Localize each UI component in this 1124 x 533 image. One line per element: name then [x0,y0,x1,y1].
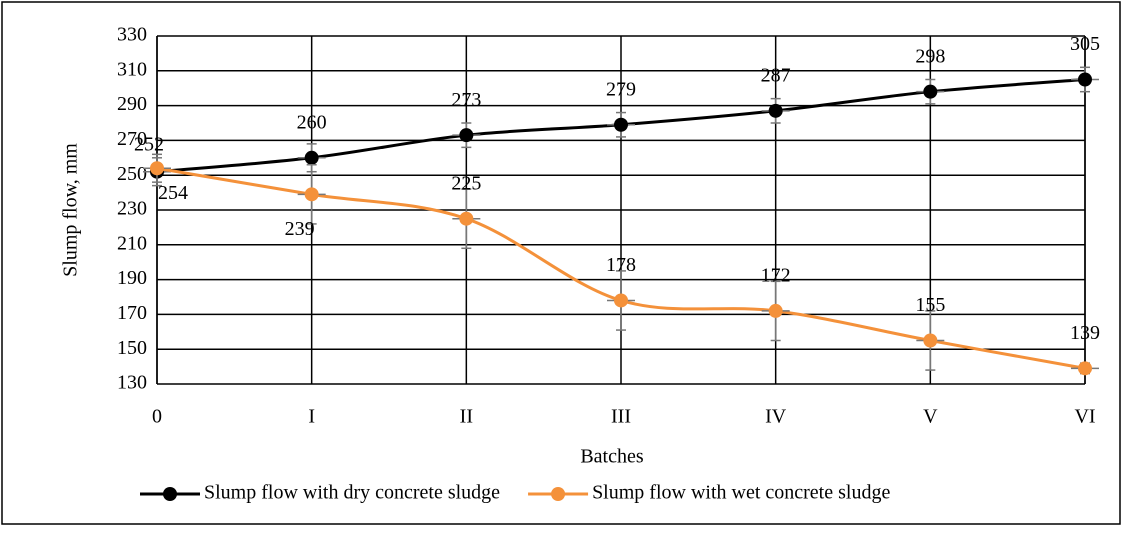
data-point [304,187,319,202]
data-label: 252 [134,133,164,155]
y-tick-label: 230 [117,198,147,220]
y-tick-label: 170 [117,302,147,324]
data-label: 155 [915,294,945,316]
y-tick-label: 330 [117,24,147,46]
data-label: 279 [606,78,636,100]
data-label: 172 [761,265,791,287]
x-axis-label: Batches [580,446,644,468]
data-label: 287 [761,64,791,86]
legend-marker [551,487,566,501]
data-point [1078,361,1092,376]
data-point [768,103,783,118]
data-point [150,161,164,176]
data-label: 139 [1070,322,1100,344]
x-tick-label: 0 [152,406,162,428]
data-label: 298 [915,45,945,67]
x-tick-label: IV [765,406,787,428]
data-point [459,211,474,226]
data-label: 273 [451,89,481,111]
frame [1,1,1121,525]
data-point [768,303,783,318]
x-tick-label: VI [1074,406,1095,428]
y-tick-label: 250 [117,163,147,185]
data-label: 225 [451,172,481,194]
y-axis-label: Slump flow, mm [60,143,82,277]
data-label: 254 [158,182,188,204]
data-label: 239 [285,218,315,240]
data-label: 260 [297,111,327,133]
y-tick-label: 210 [117,232,147,254]
data-point [923,333,938,348]
y-tick-label: 270 [117,128,147,150]
legend-marker [163,487,177,501]
data-point [304,150,319,165]
data-label: 178 [606,254,636,276]
data-point [459,128,474,143]
data-point [614,293,628,308]
legend-label: Slump flow with wet concrete sludge [592,482,890,504]
y-tick-label: 130 [117,372,147,394]
data-point [614,117,628,132]
y-tick-label: 290 [117,93,147,115]
x-tick-label: I [308,406,315,428]
x-tick-label: V [923,406,938,428]
x-tick-label: II [460,406,473,428]
x-tick-label: III [611,406,631,428]
legend-label: Slump flow with dry concrete sludge [204,482,500,504]
data-point [923,84,938,99]
data-point [1078,72,1092,87]
data-label: 305 [1070,33,1100,55]
y-tick-label: 310 [117,58,147,80]
y-tick-label: 190 [117,267,147,289]
y-tick-label: 150 [117,337,147,359]
